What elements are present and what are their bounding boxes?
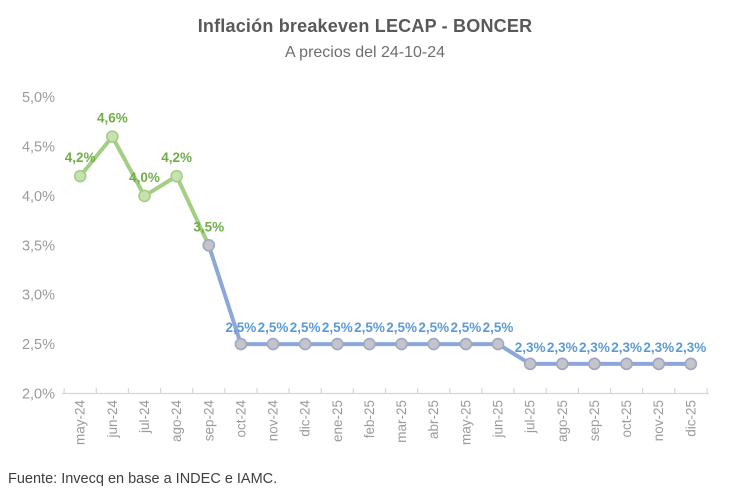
- x-axis-label: jun-24: [105, 400, 120, 439]
- x-axis-label: oct-24: [233, 400, 248, 438]
- x-axis-label: nov-24: [266, 400, 281, 442]
- x-axis-label: jul-24: [137, 400, 152, 435]
- source-note: Fuente: Invecq en base a INDEC e IAMC.: [8, 471, 278, 487]
- y-axis-label: 4,5%: [22, 140, 55, 156]
- data-point-marker-jul-24: [138, 189, 151, 203]
- x-axis-label: oct-25: [619, 400, 634, 438]
- data-point-label-feb-25: 2,5%: [354, 320, 385, 335]
- data-point-label-nov-24: 2,5%: [258, 320, 289, 335]
- data-point-marker-nov-25: [652, 357, 666, 371]
- data-point-marker-ago-25: [555, 357, 569, 371]
- data-point-marker-oct-24: [234, 337, 248, 351]
- x-axis-label: may-24: [73, 400, 88, 446]
- series-line-blue-segment: [206, 243, 693, 366]
- data-point-marker-sep-25: [588, 357, 601, 371]
- data-point-label-sep-25: 2,3%: [579, 340, 610, 355]
- data-point-label-ene-25: 2,5%: [322, 320, 353, 335]
- data-point-label-nov-25: 2,3%: [643, 340, 674, 355]
- data-point-label-jul-25: 2,3%: [515, 340, 546, 355]
- data-point-label-jul-24: 4,0%: [129, 170, 160, 185]
- data-point-marker-sep-24: [202, 239, 216, 252]
- data-point-label-dic-24: 2,5%: [290, 320, 321, 335]
- x-axis-label: sep-24: [201, 400, 216, 442]
- chart-subtitle: A precios del 24-10-24: [284, 44, 446, 61]
- data-point-label-abr-25: 2,5%: [418, 320, 449, 335]
- chart-title: Inflación breakeven LECAP - BONCER: [197, 16, 533, 36]
- data-point-marker-ene-25: [331, 337, 344, 351]
- x-axis-label: may-25: [458, 400, 473, 445]
- data-point-label-jun-24: 4,6%: [97, 111, 128, 126]
- data-point-marker-oct-25: [620, 357, 633, 371]
- data-point-label-may-24: 4,2%: [65, 150, 96, 165]
- x-axis-label: mar-25: [394, 400, 409, 443]
- data-point-label-may-25: 2,5%: [450, 320, 481, 335]
- y-axis-label: 3,0%: [22, 288, 55, 304]
- y-axis-label: 4,0%: [22, 189, 55, 205]
- y-axis-label: 2,5%: [22, 337, 55, 353]
- data-point-label-jun-25: 2,5%: [483, 320, 514, 335]
- x-axis-label: dic-24: [298, 400, 313, 437]
- data-point-marker-dic-24: [298, 337, 312, 351]
- data-point-marker-may-25: [459, 337, 473, 351]
- data-point-marker-dic-25: [684, 357, 698, 371]
- data-point-marker-nov-24: [266, 337, 280, 351]
- data-point-label-ago-24: 4,2%: [161, 150, 192, 165]
- x-axis-label: jul-25: [523, 400, 538, 434]
- y-axis-label: 5,0%: [22, 90, 55, 106]
- x-axis-label: nov-25: [651, 400, 666, 441]
- data-point-label-dic-25: 2,3%: [675, 340, 706, 355]
- x-axis-label: ago-24: [169, 400, 184, 443]
- data-point-label-mar-25: 2,5%: [386, 320, 417, 335]
- y-axis-label: 2,0%: [22, 387, 55, 403]
- data-point-marker-jul-25: [523, 357, 537, 371]
- x-axis-label: ene-25: [330, 400, 345, 442]
- data-point-label-sep-24: 3,5%: [193, 219, 224, 234]
- data-point-marker-jun-25: [491, 337, 505, 351]
- x-axis-label: jun-25: [491, 400, 506, 439]
- data-point-label-oct-25: 2,3%: [611, 340, 642, 355]
- data-point-label-ago-25: 2,3%: [547, 340, 578, 355]
- y-axis-label: 3,5%: [22, 238, 55, 254]
- x-axis-label: sep-25: [587, 400, 602, 441]
- data-point-marker-feb-25: [363, 337, 376, 351]
- data-point-marker-mar-25: [395, 337, 408, 351]
- x-axis-label: dic-25: [683, 400, 698, 437]
- data-point-marker-may-24: [73, 169, 87, 183]
- data-point-label-oct-24: 2,5%: [226, 320, 257, 335]
- data-point-marker-abr-25: [427, 337, 441, 351]
- x-axis-label: ago-25: [555, 400, 570, 442]
- x-axis-label: abr-25: [426, 400, 441, 439]
- x-axis-label: feb-25: [362, 400, 377, 438]
- data-point-marker-ago-24: [170, 169, 183, 183]
- data-point-marker-jun-24: [106, 130, 119, 143]
